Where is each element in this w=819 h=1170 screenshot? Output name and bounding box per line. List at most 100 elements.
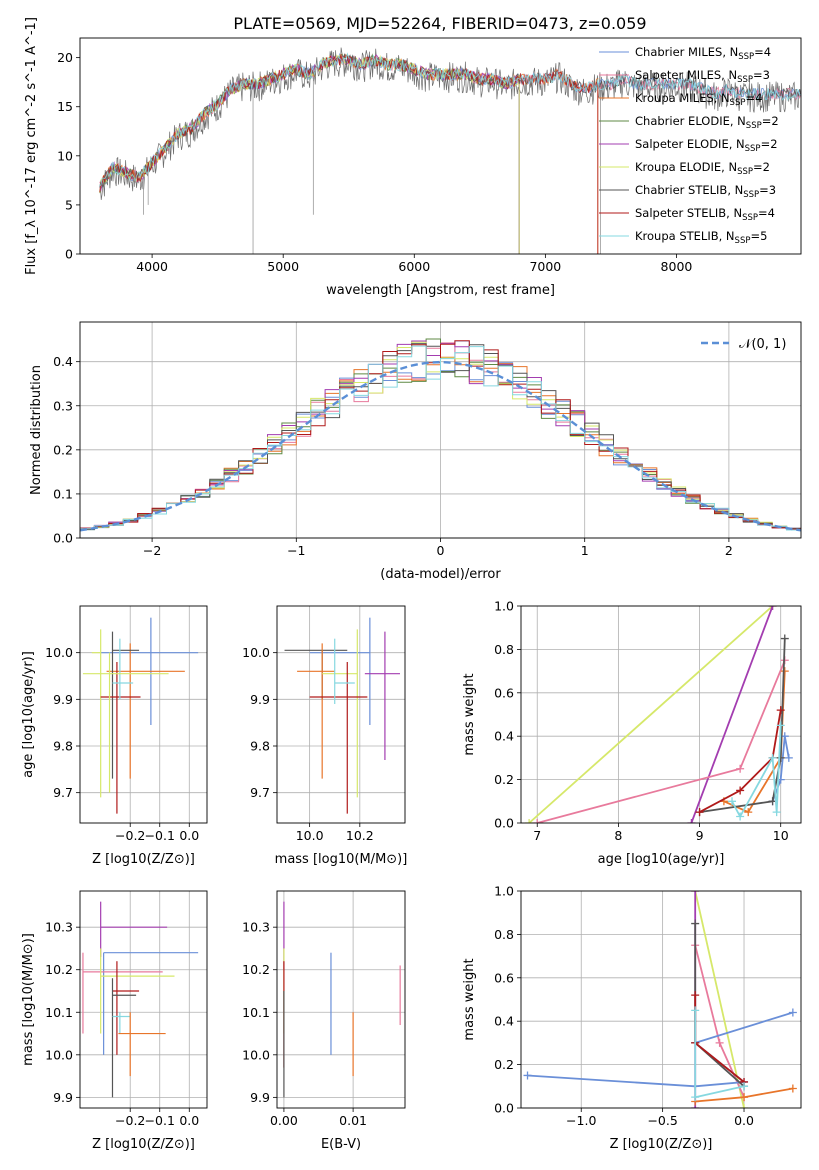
y-tick-label: 0.4	[494, 729, 514, 744]
y-tick-label: 10.0	[242, 645, 270, 660]
mass-weight-marker	[740, 1104, 749, 1108]
mass-weight-marker	[744, 808, 753, 817]
y-tick-label: 9.8	[53, 739, 73, 754]
mass-weight-marker	[768, 753, 777, 762]
legend-label-value: =2	[753, 160, 770, 174]
y-tick-label: 10.2	[45, 962, 73, 977]
mass-weight-marker	[776, 706, 785, 715]
y-tick-label: 10.2	[242, 962, 270, 977]
x-tick-label: 7	[533, 828, 541, 843]
mass-weight-vs-z-panel: −1.0 −0.5 0.0 0.0 0.2 0.4 0.6 0.8 1.0 Z [log10(Z/…	[462, 884, 802, 1152]
y-tick-label: 0.6	[494, 970, 514, 985]
x-axis-label: mass [log10(M/M⊙)]	[275, 852, 408, 867]
model-spectrum-line	[99, 52, 801, 187]
legend-label-value: =4	[745, 91, 762, 105]
legend-label-sub: SSP	[745, 144, 761, 154]
mass-weight-marker	[788, 1008, 797, 1017]
x-tick-label: 0.0	[179, 1113, 199, 1128]
y-axis-label: age [log10(age/yr)]	[21, 651, 36, 778]
y-tick-label: 5	[65, 197, 73, 212]
mass-weight-line	[536, 659, 786, 823]
plot-area	[82, 901, 199, 1098]
x-axis-label: E(B-V)	[321, 1137, 361, 1152]
x-tick-label: 1	[581, 543, 589, 558]
y-tick-label: 0.2	[53, 442, 73, 457]
mass-weight-line	[694, 995, 745, 1083]
x-tick-label: 0.0	[734, 1113, 754, 1128]
residuals-panel: −2 −1 0 1 2 0.0 0.1 0.2 0.3 0.4 (data-model)/error…	[29, 321, 802, 582]
legend-label-sub: SSP	[742, 213, 758, 223]
spectrum-panel: 4000 5000 6000 7000 8000 0 5 10 15 20 wavelength […	[24, 17, 802, 298]
mass-weight-marker	[776, 721, 785, 730]
y-tick-label: 20	[57, 50, 73, 65]
mass-weight-marker	[788, 1084, 797, 1093]
age-vs-z-panel: −0.2 −0.1 0.0 9.7 9.8 9.9 10.0 Z [log10(Z/Z⊙)] a…	[21, 605, 208, 867]
y-axis-label: mass weight	[462, 673, 477, 755]
mass-weight-line	[699, 638, 786, 813]
mass-weight-marker	[691, 991, 700, 1000]
plot-area	[99, 47, 801, 254]
y-tick-label: 0.2	[494, 772, 514, 787]
y-tick-label: 0.0	[494, 816, 514, 831]
axes-frame	[276, 605, 406, 824]
y-tick-label: 9.9	[250, 1090, 270, 1105]
plot-area	[525, 606, 793, 823]
spectrum-legend: Chabrier MILES, NSSP=4 Salpeter MILES, NS…	[599, 45, 779, 246]
mass-weight-line	[528, 606, 774, 823]
legend-label-value: =2	[762, 114, 779, 128]
plot-area	[523, 891, 797, 1108]
mass-weight-line	[694, 891, 745, 1108]
normal-curve	[80, 360, 801, 532]
legend-label: Salpeter ELODIE, NSSP=2	[635, 137, 778, 154]
mass-weight-marker	[691, 891, 700, 895]
age-vs-mass-panel: 10.0 10.2 9.7 9.8 9.9 10.0 mass [log10(M/M⊙)]	[242, 605, 408, 867]
x-tick-label: −0.2	[115, 1113, 145, 1128]
y-tick-label: 9.7	[250, 785, 270, 800]
mass-weight-marker	[728, 797, 737, 806]
y-tick-label: 9.7	[53, 785, 73, 800]
x-tick-label: 0.0	[179, 828, 199, 843]
x-tick-label: 0.00	[270, 1113, 298, 1128]
x-axis-label: (data-model)/error	[380, 567, 501, 582]
x-tick-label: 8	[614, 828, 622, 843]
plot-area	[284, 617, 400, 814]
y-tick-label: 0	[65, 247, 73, 262]
x-tick-label: −0.5	[647, 1113, 677, 1128]
mass-weight-marker	[776, 753, 785, 762]
y-tick-label: 9.8	[250, 739, 270, 754]
legend-label-sub: SSP	[730, 98, 746, 108]
mass-weight-marker	[780, 667, 789, 676]
legend-label-sub: SSP	[737, 75, 753, 85]
mass-weight-marker	[687, 819, 696, 823]
x-axis-label: Z [log10(Z/Z⊙)]	[92, 1137, 195, 1152]
legend-label: Salpeter STELIB, NSSP=4	[635, 206, 775, 223]
y-tick-label: 0.0	[53, 531, 73, 546]
legend-label-value: =2	[761, 137, 778, 151]
x-tick-label: 6000	[398, 259, 430, 274]
legend-label-sub: SSP	[737, 167, 753, 177]
y-tick-label: 0.1	[53, 486, 73, 501]
mass-weight-marker	[736, 812, 745, 821]
y-tick-label: 9.9	[53, 1090, 73, 1105]
x-tick-label: −1	[287, 543, 305, 558]
mass-weight-marker	[740, 1082, 749, 1091]
legend-label: Chabrier STELIB, NSSP=3	[635, 183, 776, 200]
x-tick-label: 9	[696, 828, 704, 843]
x-axis-label: age [log10(age/yr)]	[598, 852, 725, 867]
legend-label: 𝒩(0, 1)	[739, 337, 786, 352]
model-spectrum-line	[99, 53, 801, 187]
mass-weight-line	[699, 710, 782, 813]
legend-label: Kroupa STELIB, NSSP=5	[635, 229, 767, 246]
y-tick-label: 0.4	[494, 1014, 514, 1029]
legend-label-sub: SSP	[735, 236, 751, 246]
legend-label-value: =4	[754, 45, 771, 59]
mass-weight-marker	[715, 1038, 724, 1047]
legend-label-sub: SSP	[738, 52, 754, 62]
histogram-step	[80, 345, 801, 532]
mass-weight-marker	[740, 1093, 749, 1102]
x-tick-label: −0.2	[115, 828, 145, 843]
axes-frame	[520, 890, 802, 1109]
mass-weight-marker	[695, 808, 704, 817]
y-tick-label: 10.1	[242, 1005, 270, 1020]
mass-weight-marker	[768, 606, 777, 610]
